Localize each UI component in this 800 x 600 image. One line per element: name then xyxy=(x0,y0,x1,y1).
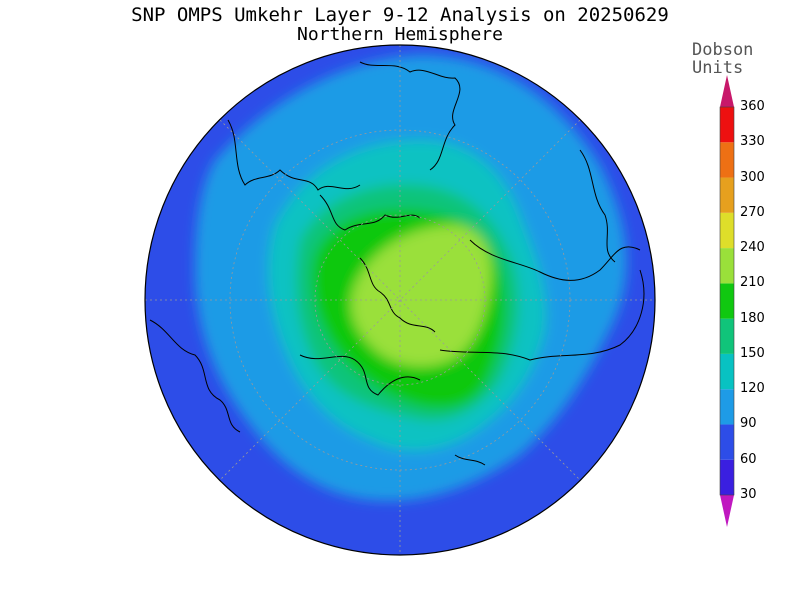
map-title: SNP OMPS Umkehr Layer 9-12 Analysis on 2… xyxy=(131,4,669,26)
graticule xyxy=(145,45,655,555)
colorbar-units: Units xyxy=(692,58,744,78)
colorbar-segment xyxy=(720,177,734,213)
colorbar-segment xyxy=(720,107,734,143)
colorbar-tick-label: 240 xyxy=(740,240,765,256)
colorbar-tick-label: 330 xyxy=(740,134,765,150)
colorbar-title: Dobson xyxy=(692,40,754,60)
map-subtitle: Northern Hemisphere xyxy=(297,24,503,45)
colorbar-tick-label: 300 xyxy=(740,169,765,185)
colorbar-segment xyxy=(720,212,734,249)
colorbar-tick-label: 210 xyxy=(740,275,765,291)
colorbar-tick-label: 270 xyxy=(740,204,765,220)
colorbar-min-arrow xyxy=(720,495,734,527)
colorbar-tick-label: 90 xyxy=(740,416,757,432)
colorbar-segment xyxy=(720,459,734,495)
map-border xyxy=(144,44,656,556)
colorbar-segment xyxy=(720,424,734,460)
coastlines xyxy=(149,61,645,466)
colorbar-segment xyxy=(720,248,734,284)
colorbar-tick-label: 30 xyxy=(740,487,757,502)
colorbar-segment xyxy=(720,353,734,390)
colorbar-max-arrow xyxy=(720,75,734,107)
colorbar-segment xyxy=(720,318,734,354)
ozone-contour-240 xyxy=(351,225,492,367)
colorbar-segment xyxy=(720,142,734,178)
colorbar-tick-label: 150 xyxy=(740,345,765,361)
colorbar-tick-label: 60 xyxy=(740,451,757,467)
colorbar-tick-label: 360 xyxy=(740,99,765,114)
colorbar-segment xyxy=(720,283,734,319)
colorbar-segment xyxy=(720,389,734,425)
colorbar-tick-label: 180 xyxy=(740,310,765,326)
colorbar-outline xyxy=(719,106,735,496)
colorbar xyxy=(719,75,735,527)
colorbar-tick-label: 120 xyxy=(740,381,765,397)
